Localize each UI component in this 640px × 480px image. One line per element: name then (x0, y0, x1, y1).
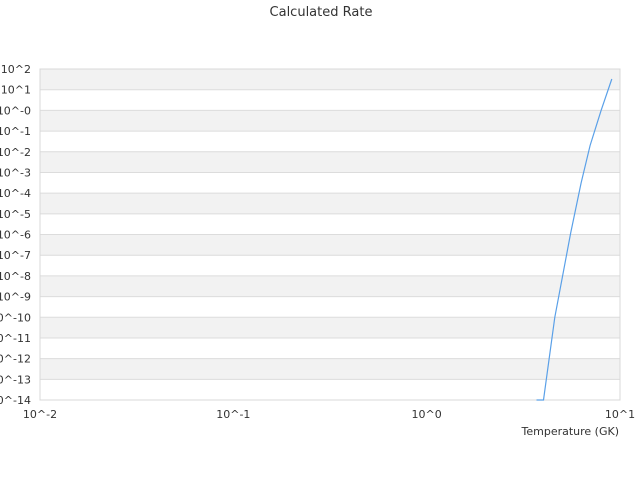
grid-band (40, 296, 620, 318)
y-tick-label: 10^-7 (0, 249, 31, 262)
grid-band (40, 255, 620, 276)
grid-band (40, 131, 620, 152)
y-tick-label: 10^-6 (0, 229, 31, 242)
y-tick-label: 10^-5 (0, 208, 31, 221)
grid-band (40, 193, 620, 214)
y-tick-label: 10^1 (1, 84, 31, 97)
y-tick-label: 10^2 (1, 63, 31, 76)
y-tick-label: 10^-10 (0, 311, 31, 324)
grid-band (40, 172, 620, 194)
x-tick-label: 10^-1 (216, 408, 250, 421)
x-tick-label: 10^1 (605, 408, 635, 421)
y-tick-label: 10^-14 (0, 394, 31, 407)
grid-band (40, 379, 620, 400)
y-tick-label: 10^-12 (0, 353, 31, 366)
x-tick-label: 10^0 (412, 408, 442, 421)
y-tick-label: 10^-9 (0, 291, 31, 304)
chart-title: Calculated Rate (270, 5, 373, 20)
y-tick-label: 10^-4 (0, 187, 31, 200)
grid-band (40, 89, 620, 111)
series-line (536, 78, 613, 401)
grid-band (40, 337, 620, 359)
plot-frame (39, 68, 621, 401)
grid-band (40, 358, 620, 380)
x-axis-label: Temperature (GK) (521, 425, 620, 438)
y-tick-label: 10^-3 (0, 166, 31, 179)
grid-band (40, 275, 620, 297)
y-tick-label: 10^-11 (0, 332, 31, 345)
grid-band (40, 151, 620, 173)
y-tick-label: 10^-13 (0, 373, 31, 386)
grid-band (40, 213, 620, 235)
grid-band (40, 317, 620, 338)
y-tick-label: 10^-2 (0, 146, 31, 159)
grid-band (40, 110, 620, 132)
y-tick-label: 10^-1 (0, 125, 31, 138)
y-tick-label: 10^-0 (0, 104, 31, 117)
x-tick-label: 10^-2 (23, 408, 57, 421)
grid-band (40, 69, 620, 90)
grid-band (40, 234, 620, 256)
y-tick-label: 10^-8 (0, 270, 31, 283)
